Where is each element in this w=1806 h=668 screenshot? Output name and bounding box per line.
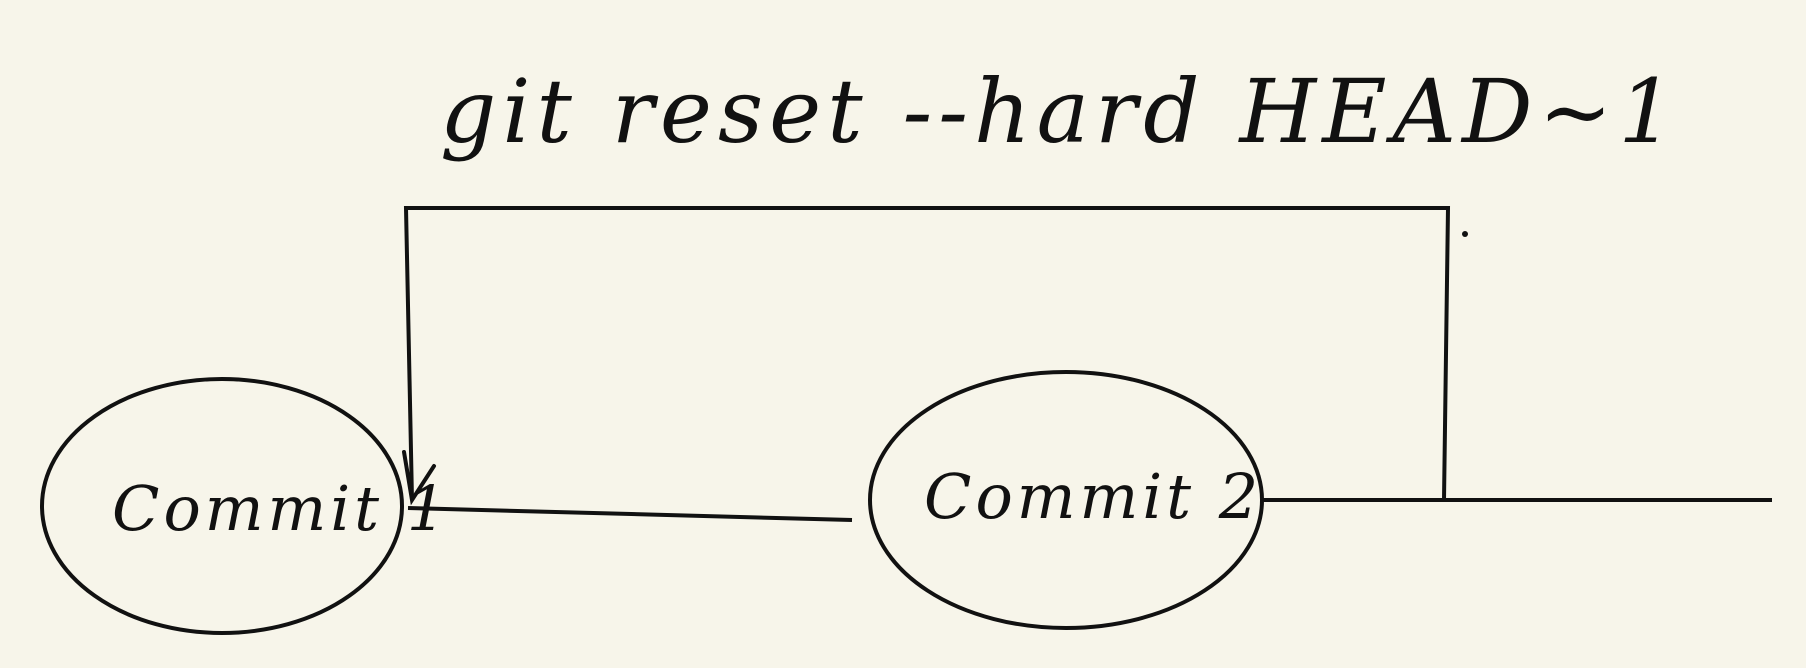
reset-arrow-path	[403, 206, 1451, 501]
command-label: git reset --hard HEAD~1	[440, 60, 1680, 163]
reset-arrowhead	[402, 450, 436, 506]
commit-1-ellipse	[40, 377, 404, 635]
commit-2-label: Commit 2	[924, 460, 1262, 533]
commit-2-node: Commit 2	[868, 370, 1264, 630]
commit-link-line	[407, 506, 853, 522]
commit-1-node: Commit 1	[40, 377, 450, 635]
stray-dot	[1462, 231, 1468, 237]
commit-1-label: Commit 1	[112, 472, 450, 545]
